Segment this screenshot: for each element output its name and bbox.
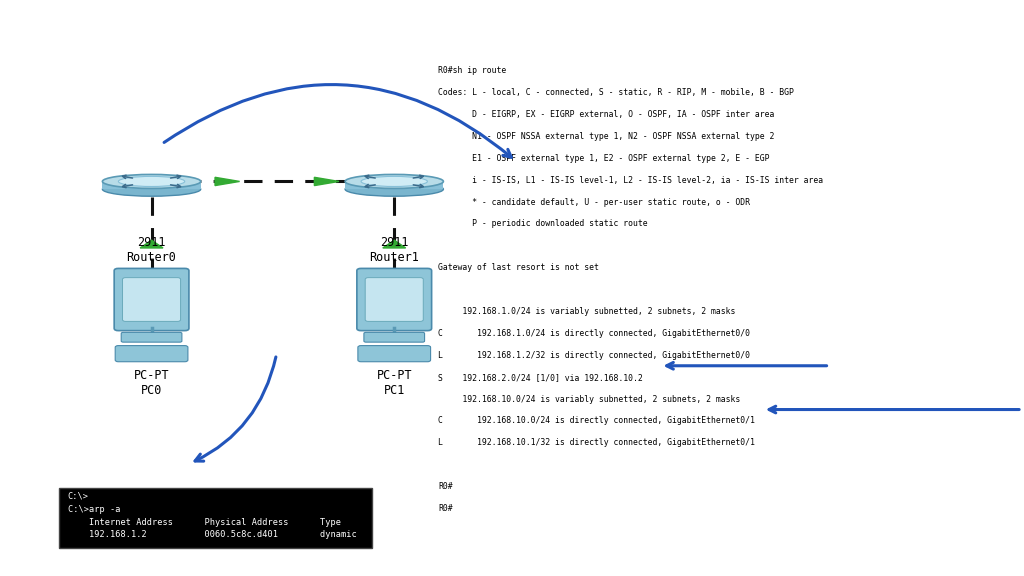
FancyBboxPatch shape bbox=[115, 346, 188, 362]
Text: R0#sh ip route: R0#sh ip route bbox=[438, 66, 507, 75]
Ellipse shape bbox=[119, 176, 184, 187]
FancyBboxPatch shape bbox=[364, 332, 425, 342]
Text: i - IS-IS, L1 - IS-IS level-1, L2 - IS-IS level-2, ia - IS-IS inter area: i - IS-IS, L1 - IS-IS level-1, L2 - IS-I… bbox=[438, 176, 823, 185]
Ellipse shape bbox=[345, 182, 443, 196]
Ellipse shape bbox=[102, 175, 201, 188]
FancyBboxPatch shape bbox=[358, 346, 431, 362]
Text: Codes: L - local, C - connected, S - static, R - RIP, M - mobile, B - BGP: Codes: L - local, C - connected, S - sta… bbox=[438, 88, 795, 97]
Text: PC-PT
PC0: PC-PT PC0 bbox=[134, 369, 169, 397]
Text: Gateway of last resort is not set: Gateway of last resort is not set bbox=[438, 263, 599, 272]
FancyBboxPatch shape bbox=[366, 278, 423, 321]
Text: D - EIGRP, EX - EIGRP external, O - OSPF, IA - OSPF inter area: D - EIGRP, EX - EIGRP external, O - OSPF… bbox=[438, 110, 774, 119]
Text: C       192.168.1.0/24 is directly connected, GigabitEthernet0/0: C 192.168.1.0/24 is directly connected, … bbox=[438, 329, 751, 338]
Text: C:\>
C:\>arp -a
    Internet Address      Physical Address      Type
    192.168: C:\> C:\>arp -a Internet Address Physica… bbox=[68, 492, 356, 540]
Ellipse shape bbox=[102, 182, 201, 196]
FancyBboxPatch shape bbox=[123, 278, 180, 321]
Text: 2911
Router1: 2911 Router1 bbox=[370, 236, 419, 264]
Text: E1 - OSPF external type 1, E2 - OSPF external type 2, E - EGP: E1 - OSPF external type 1, E2 - OSPF ext… bbox=[438, 154, 770, 163]
Text: L       192.168.1.2/32 is directly connected, GigabitEthernet0/0: L 192.168.1.2/32 is directly connected, … bbox=[438, 351, 751, 360]
FancyBboxPatch shape bbox=[59, 488, 372, 548]
Text: R0#: R0# bbox=[438, 482, 453, 491]
FancyBboxPatch shape bbox=[121, 332, 182, 342]
Polygon shape bbox=[102, 181, 201, 189]
Polygon shape bbox=[215, 177, 240, 185]
Text: R0#: R0# bbox=[438, 504, 453, 513]
Ellipse shape bbox=[361, 176, 427, 187]
Ellipse shape bbox=[345, 175, 443, 188]
Text: PC-PT
PC1: PC-PT PC1 bbox=[377, 369, 412, 397]
FancyBboxPatch shape bbox=[357, 268, 432, 331]
Text: C       192.168.10.0/24 is directly connected, GigabitEthernet0/1: C 192.168.10.0/24 is directly connected,… bbox=[438, 416, 755, 426]
Polygon shape bbox=[314, 177, 339, 185]
Text: S    192.168.2.0/24 [1/0] via 192.168.10.2: S 192.168.2.0/24 [1/0] via 192.168.10.2 bbox=[438, 373, 643, 382]
Text: 192.168.1.0/24 is variably subnetted, 2 subnets, 2 masks: 192.168.1.0/24 is variably subnetted, 2 … bbox=[438, 307, 735, 316]
Polygon shape bbox=[345, 181, 443, 189]
Text: L       192.168.10.1/32 is directly connected, GigabitEthernet0/1: L 192.168.10.1/32 is directly connected,… bbox=[438, 438, 755, 448]
Text: N1 - OSPF NSSA external type 1, N2 - OSPF NSSA external type 2: N1 - OSPF NSSA external type 1, N2 - OSP… bbox=[438, 132, 774, 141]
Text: 192.168.10.0/24 is variably subnetted, 2 subnets, 2 masks: 192.168.10.0/24 is variably subnetted, 2… bbox=[438, 395, 740, 404]
Polygon shape bbox=[383, 240, 406, 248]
Text: P - periodic downloaded static route: P - periodic downloaded static route bbox=[438, 219, 648, 229]
FancyBboxPatch shape bbox=[114, 268, 188, 331]
Text: 2911
Router0: 2911 Router0 bbox=[127, 236, 176, 264]
Polygon shape bbox=[140, 240, 163, 248]
Text: * - candidate default, U - per-user static route, o - ODR: * - candidate default, U - per-user stat… bbox=[438, 198, 751, 207]
